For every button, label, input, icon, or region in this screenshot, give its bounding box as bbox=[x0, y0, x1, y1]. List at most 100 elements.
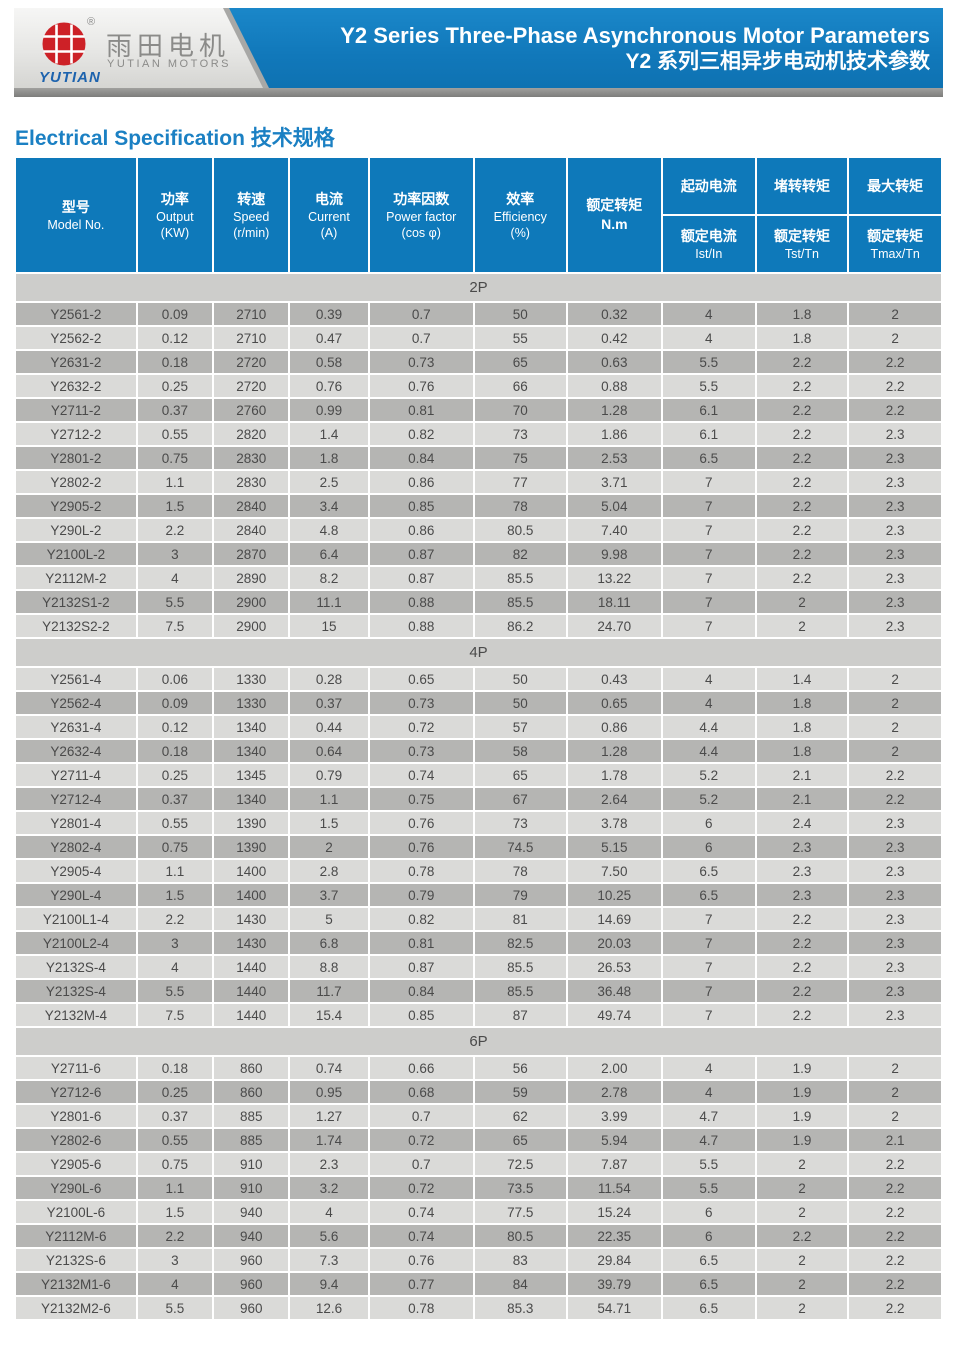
value-cell: 1.1 bbox=[137, 1177, 213, 1199]
table-row: Y2100L-2 3 2870 6.4 0.87 82 9.98 7 2.2 2.3 bbox=[16, 543, 941, 565]
value-cell: 26.53 bbox=[567, 956, 662, 978]
value-cell: 0.87 bbox=[369, 956, 473, 978]
value-cell: 73 bbox=[474, 423, 566, 445]
value-cell: 3 bbox=[137, 1249, 213, 1271]
col-eff-unit: (%) bbox=[510, 225, 530, 240]
value-cell: 0.7 bbox=[369, 327, 473, 349]
value-cell: 0.75 bbox=[137, 836, 213, 858]
value-cell: 0.85 bbox=[369, 1004, 473, 1026]
brand-name-english: YUTIAN MOTORS bbox=[107, 58, 231, 70]
value-cell: 5.5 bbox=[663, 1177, 755, 1199]
value-cell: 55 bbox=[474, 327, 566, 349]
model-no-cell: Y2802-6 bbox=[16, 1129, 136, 1151]
section-label: 6P bbox=[16, 1028, 941, 1055]
col-tst-ratio: Tst/Tn bbox=[784, 246, 819, 261]
value-cell: 0.44 bbox=[290, 716, 368, 738]
value-cell: 2 bbox=[849, 668, 941, 690]
col-tst-top-cn: 堵转转矩 bbox=[773, 177, 830, 194]
value-cell: 4.4 bbox=[663, 740, 755, 762]
value-cell: 10.25 bbox=[567, 884, 662, 906]
value-cell: 0.74 bbox=[290, 1057, 368, 1079]
table-row: Y2132S2-2 7.5 2900 15 0.88 86.2 24.70 7 2 2.3 bbox=[16, 615, 941, 637]
value-cell: 2.3 bbox=[756, 836, 848, 858]
value-cell: 2 bbox=[849, 692, 941, 714]
value-cell: 0.18 bbox=[137, 1057, 213, 1079]
value-cell: 0.76 bbox=[290, 375, 368, 397]
value-cell: 7 bbox=[663, 956, 755, 978]
value-cell: 2.3 bbox=[849, 519, 941, 541]
value-cell: 62 bbox=[474, 1105, 566, 1127]
col-ist-bottom-cn: 额定电流 bbox=[680, 227, 737, 244]
value-cell: 6 bbox=[663, 1225, 755, 1247]
col-eff-cn: 效率 bbox=[506, 190, 535, 207]
value-cell: 1.4 bbox=[290, 423, 368, 445]
value-cell: 6.5 bbox=[663, 447, 755, 469]
value-cell: 0.25 bbox=[137, 375, 213, 397]
value-cell: 85.5 bbox=[474, 591, 566, 613]
value-cell: 2.2 bbox=[849, 351, 941, 373]
model-no-cell: Y2632-4 bbox=[16, 740, 136, 762]
value-cell: 11.7 bbox=[290, 980, 368, 1002]
value-cell: 2 bbox=[756, 1297, 848, 1319]
value-cell: 2.3 bbox=[849, 812, 941, 834]
value-cell: 78 bbox=[474, 495, 566, 517]
model-no-cell: Y2132M-4 bbox=[16, 1004, 136, 1026]
value-cell: 2.2 bbox=[849, 399, 941, 421]
value-cell: 2.3 bbox=[756, 884, 848, 906]
value-cell: 2.2 bbox=[756, 956, 848, 978]
value-cell: 1.8 bbox=[290, 447, 368, 469]
value-cell: 1.1 bbox=[137, 471, 213, 493]
value-cell: 9.98 bbox=[567, 543, 662, 565]
value-cell: 8.2 bbox=[290, 567, 368, 589]
value-cell: 0.75 bbox=[369, 788, 473, 810]
value-cell: 5.6 bbox=[290, 1225, 368, 1247]
value-cell: 1.27 bbox=[290, 1105, 368, 1127]
model-no-cell: Y2905-4 bbox=[16, 860, 136, 882]
value-cell: 0.7 bbox=[369, 303, 473, 325]
value-cell: 0.77 bbox=[369, 1273, 473, 1295]
value-cell: 0.68 bbox=[369, 1081, 473, 1103]
value-cell: 6 bbox=[663, 1201, 755, 1223]
col-tmax-ratio: Tmax/Tn bbox=[870, 246, 920, 261]
value-cell: 11.1 bbox=[290, 591, 368, 613]
value-cell: 4 bbox=[663, 692, 755, 714]
value-cell: 0.76 bbox=[369, 836, 473, 858]
value-cell: 2900 bbox=[214, 615, 289, 637]
table-row: Y2905-6 0.75 910 2.3 0.7 72.5 7.87 5.5 2 2.2 bbox=[16, 1153, 941, 1175]
value-cell: 6.1 bbox=[663, 423, 755, 445]
col-tmax-top-cn: 最大转矩 bbox=[867, 177, 924, 194]
value-cell: 0.84 bbox=[369, 980, 473, 1002]
value-cell: 3.99 bbox=[567, 1105, 662, 1127]
model-no-cell: Y290L-2 bbox=[16, 519, 136, 541]
section-row-6P: 6P bbox=[16, 1028, 941, 1055]
value-cell: 7.40 bbox=[567, 519, 662, 541]
value-cell: 2 bbox=[849, 1105, 941, 1127]
value-cell: 67 bbox=[474, 788, 566, 810]
value-cell: 5.5 bbox=[663, 375, 755, 397]
value-cell: 0.73 bbox=[369, 740, 473, 762]
value-cell: 0.18 bbox=[137, 351, 213, 373]
col-torque-unit: N.m bbox=[601, 216, 628, 232]
value-cell: 2.5 bbox=[290, 471, 368, 493]
value-cell: 7.5 bbox=[137, 615, 213, 637]
value-cell: 885 bbox=[214, 1105, 289, 1127]
table-row: Y290L-6 1.1 910 3.2 0.72 73.5 11.54 5.5 2 2.2 bbox=[16, 1177, 941, 1199]
banner-title-en: Y2 Series Three-Phase Asynchronous Motor… bbox=[340, 22, 930, 48]
value-cell: 2 bbox=[756, 1177, 848, 1199]
value-cell: 0.86 bbox=[567, 716, 662, 738]
value-cell: 4.7 bbox=[663, 1105, 755, 1127]
value-cell: 0.82 bbox=[369, 423, 473, 445]
value-cell: 1400 bbox=[214, 860, 289, 882]
section-label: 4P bbox=[16, 639, 941, 666]
table-row: Y2100L-6 1.5 940 4 0.74 77.5 15.24 6 2 2.2 bbox=[16, 1201, 941, 1223]
value-cell: 860 bbox=[214, 1057, 289, 1079]
value-cell: 15.4 bbox=[290, 1004, 368, 1026]
value-cell: 2.3 bbox=[849, 884, 941, 906]
value-cell: 0.37 bbox=[137, 788, 213, 810]
value-cell: 18.11 bbox=[567, 591, 662, 613]
value-cell: 0.73 bbox=[369, 351, 473, 373]
table-row: Y2711-2 0.37 2760 0.99 0.81 70 1.28 6.1 2.2 2.2 bbox=[16, 399, 941, 421]
value-cell: 0.99 bbox=[290, 399, 368, 421]
value-cell: 2.3 bbox=[849, 980, 941, 1002]
value-cell: 7 bbox=[663, 932, 755, 954]
